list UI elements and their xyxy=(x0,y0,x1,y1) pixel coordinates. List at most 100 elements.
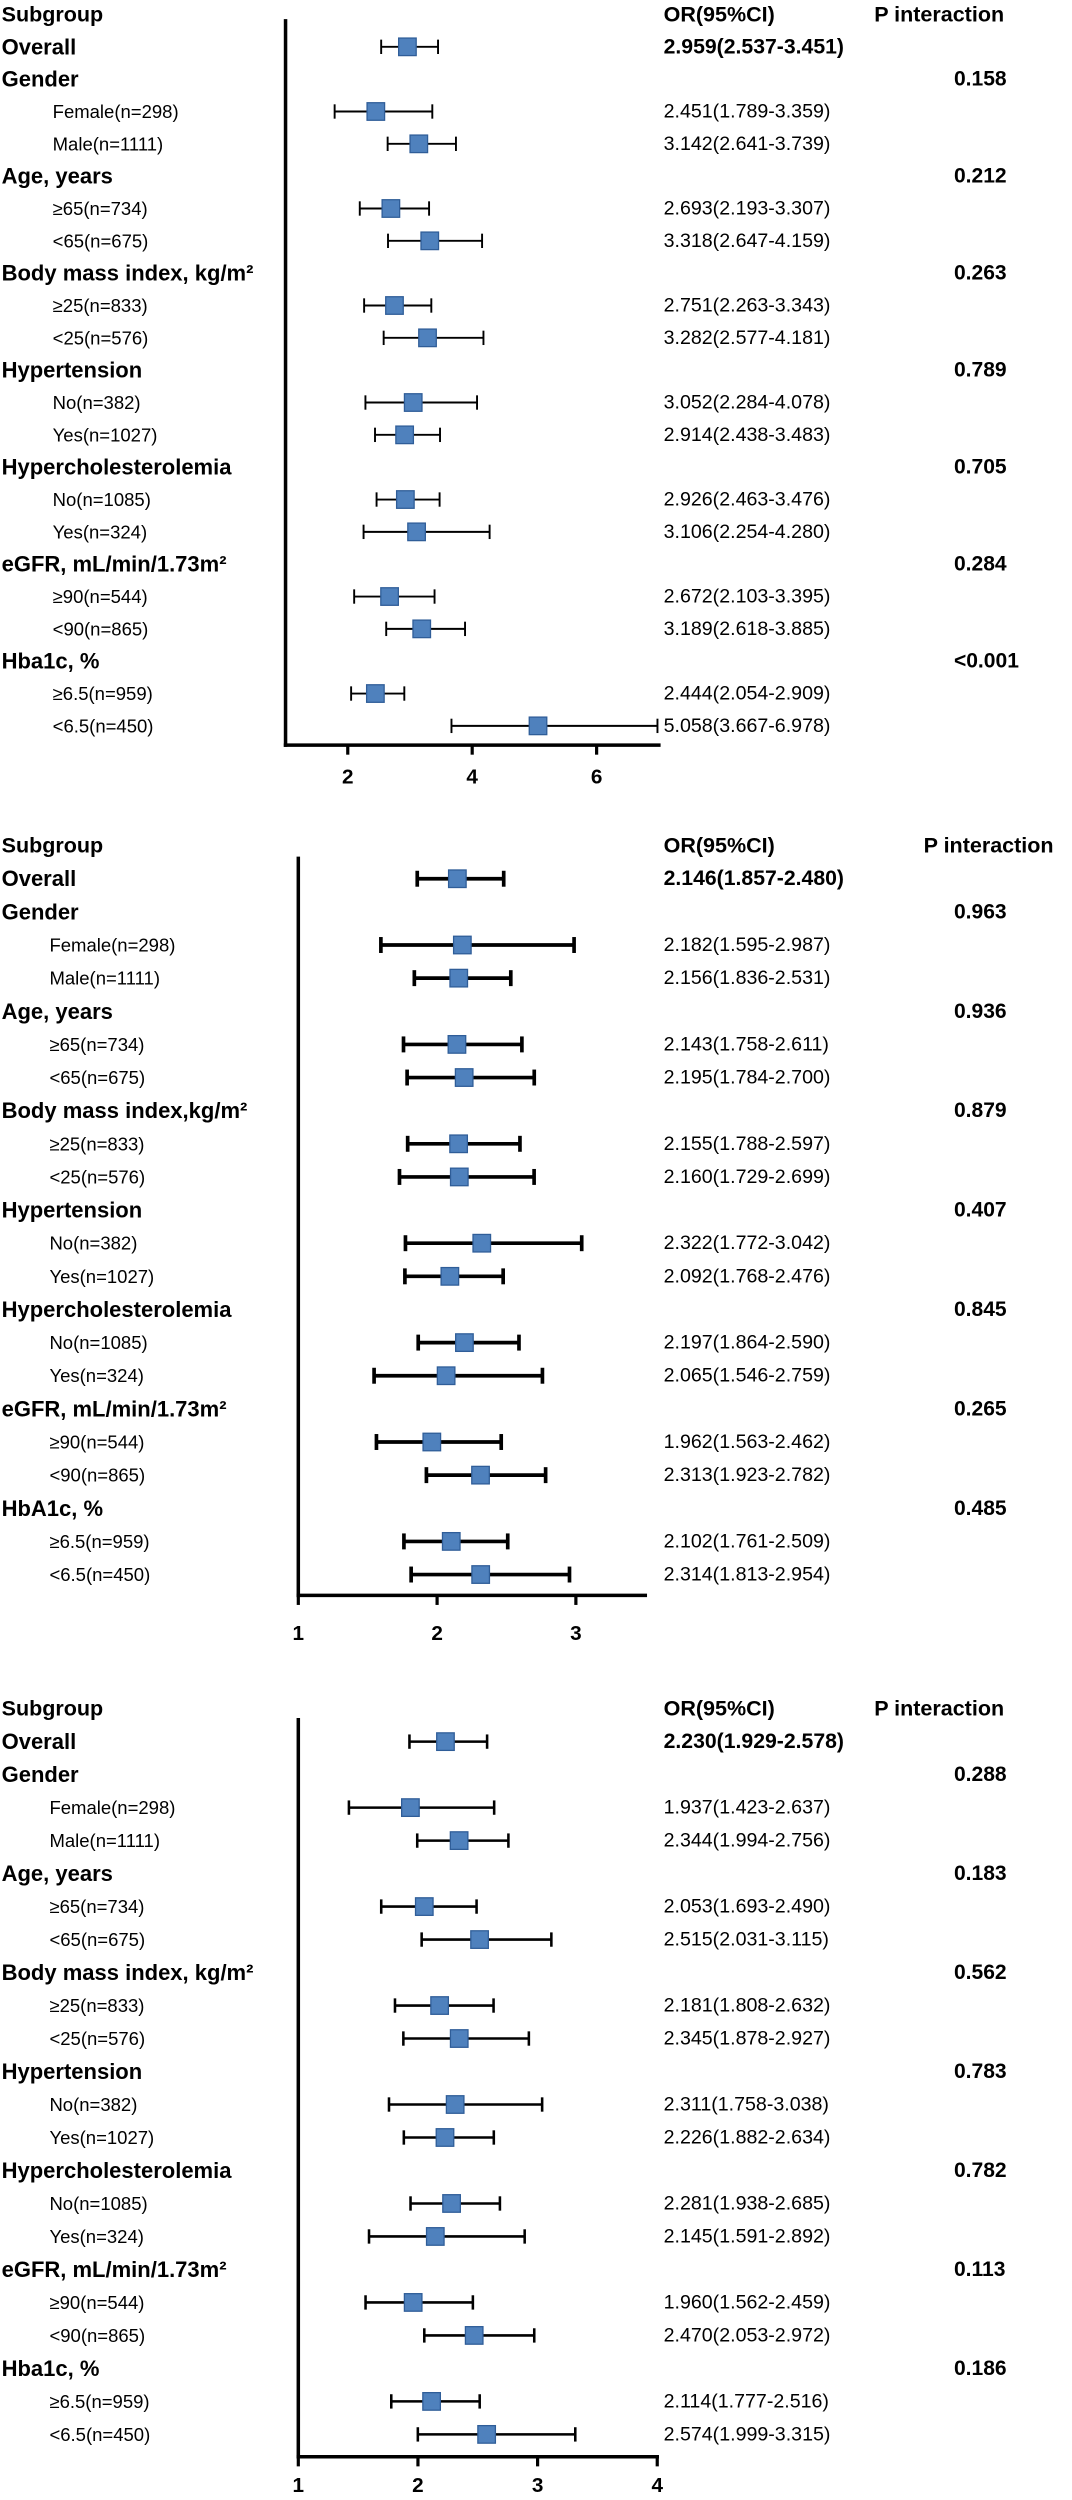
subgroup-label: ≥65(n=734) xyxy=(49,1896,144,1917)
subgroup-or-ci-text: 2.226(1.882-2.634) xyxy=(664,2126,831,2148)
subgroup-label: ≥25(n=833) xyxy=(49,1133,144,1154)
subgroup-row: <6.5(n=450) 2.314(1.813-2.954) xyxy=(49,1564,830,1586)
or-point-marker xyxy=(477,2424,497,2444)
subgroup-label: <6.5(n=450) xyxy=(49,2424,150,2445)
subgroup-row: ≥90(n=544) 1.960(1.562-2.459) xyxy=(49,2291,830,2313)
subgroup-or-ci-text: 2.322(1.772-3.042) xyxy=(664,1232,831,1254)
or-point-marker xyxy=(412,619,432,639)
subgroup-label: <90(n=865) xyxy=(53,618,149,639)
p-interaction-value: 0.789 xyxy=(954,359,1007,382)
subgroup-or-ci-text: 2.444(2.054-2.909) xyxy=(664,683,831,705)
group-label: Body mass index, kg/m² xyxy=(2,261,254,286)
subgroup-row: No(n=1085) 2.197(1.864-2.590) xyxy=(49,1332,830,1354)
subgroup-row: Male(n=1111) 2.156(1.836-2.531) xyxy=(49,967,830,989)
column-header-row: Subgroup OR(95%CI) P interaction xyxy=(2,1697,1005,1721)
p-interaction-value: 0.963 xyxy=(954,900,1007,923)
subgroup-row: <6.5(n=450) 2.574(1.999-3.315) xyxy=(49,2423,830,2445)
subgroup-or-ci-text: 2.311(1.758-3.038) xyxy=(664,2094,829,2116)
or-point-marker xyxy=(422,2391,442,2411)
subgroup-row: ≥25(n=833) 2.181(1.808-2.632) xyxy=(49,1995,830,2017)
group-header-row: Body mass index, kg/m² 0.562 xyxy=(2,1960,1007,1985)
forest-plot-panel-2: Subgroup OR(95%CI) P interaction 1 2 3 Overall… xyxy=(2,834,1054,1646)
subgroup-or-ci-text: 2.182(1.595-2.987) xyxy=(664,934,831,956)
subgroup-label: ≥25(n=833) xyxy=(53,295,148,316)
or-point-marker xyxy=(407,522,426,542)
group-header-row: Hypertension 0.407 xyxy=(2,1198,1007,1223)
subgroup-label: ≥65(n=734) xyxy=(53,198,148,219)
group-label: Hypercholesterolemia xyxy=(2,455,233,480)
or-point-marker xyxy=(381,199,401,218)
subgroup-label: ≥6.5(n=959) xyxy=(49,2391,149,2412)
overall-label: Overall xyxy=(2,1729,77,1754)
or-point-marker xyxy=(403,2293,423,2312)
group-header-row: eGFR, mL/min/1.73m² 0.284 xyxy=(2,552,1007,577)
x-tick-label: 2 xyxy=(342,766,354,789)
subgroup-label: Yes(n=324) xyxy=(49,1365,143,1386)
subgroup-label: No(n=1085) xyxy=(49,1332,147,1353)
subgroup-column-header: Subgroup xyxy=(2,1697,104,1721)
or-point-marker xyxy=(403,393,423,412)
subgroup-label: ≥25(n=833) xyxy=(49,1995,144,2016)
group-header-row: Hypercholesterolemia 0.782 xyxy=(2,2158,1007,2183)
group-header-row: Gender 0.288 xyxy=(2,1762,1007,1787)
x-tick-label: 3 xyxy=(532,2474,544,2497)
subgroup-column-header: Subgroup xyxy=(2,834,104,858)
subgroup-label: No(n=1085) xyxy=(53,489,151,510)
or-point-marker xyxy=(455,1333,474,1353)
or-point-marker xyxy=(449,1831,469,1851)
group-label: Gender xyxy=(2,1762,79,1787)
or-point-marker xyxy=(454,1068,474,1087)
subgroup-or-ci-text: 2.053(1.693-2.490) xyxy=(664,1896,831,1918)
or-point-marker xyxy=(401,1798,420,1818)
group-label: Body mass index,kg/m² xyxy=(2,1098,248,1123)
subgroup-or-ci-text: 3.318(2.647-4.159) xyxy=(664,230,831,252)
or-point-marker xyxy=(464,2326,484,2345)
subgroup-label: ≥6.5(n=959) xyxy=(53,683,153,704)
subgroup-or-ci-text: 1.960(1.562-2.459) xyxy=(664,2291,831,2313)
group-header-row: eGFR, mL/min/1.73m² 0.265 xyxy=(2,1396,1007,1421)
overall-label: Overall xyxy=(2,34,77,59)
p-interaction-column-header: P interaction xyxy=(874,2,1004,26)
or-point-marker xyxy=(449,968,469,988)
group-header-row: Hba1c, % 0.186 xyxy=(2,2356,1007,2381)
subgroup-or-ci-text: 2.470(2.053-2.972) xyxy=(664,2324,831,2346)
subgroup-or-ci-text: 2.314(1.813-2.954) xyxy=(664,1564,831,1586)
subgroup-row: Yes(n=1027) 2.092(1.768-2.476) xyxy=(49,1265,830,1287)
subgroup-or-ci-text: 2.751(2.263-3.343) xyxy=(664,295,831,317)
subgroup-or-ci-text: 2.515(2.031-3.115) xyxy=(664,1929,829,1951)
or-point-marker xyxy=(414,1897,434,1916)
p-interaction-value: 0.562 xyxy=(954,1961,1007,1984)
group-label: eGFR, mL/min/1.73m² xyxy=(2,1396,227,1421)
or-point-marker xyxy=(436,1732,455,1752)
subgroup-label: <25(n=576) xyxy=(53,327,149,348)
or-point-marker xyxy=(366,102,386,121)
or-ci-column-header: OR(95%CI) xyxy=(664,1697,775,1721)
subgroup-row: No(n=382) 2.311(1.758-3.038) xyxy=(49,2094,829,2116)
group-header-row: Body mass index, kg/m² 0.263 xyxy=(2,261,1007,286)
group-header-row: Age, years 0.936 xyxy=(2,999,1007,1024)
group-label: Body mass index, kg/m² xyxy=(2,1960,254,1985)
subgroup-label: ≥90(n=544) xyxy=(49,2292,144,2313)
subgroup-or-ci-text: 2.451(1.789-3.359) xyxy=(664,100,831,122)
or-point-marker xyxy=(470,1930,489,1949)
subgroup-row: ≥65(n=734) 2.143(1.758-2.611) xyxy=(49,1033,829,1055)
x-tick-label: 6 xyxy=(591,766,603,789)
subgroup-or-ci-text: 2.092(1.768-2.476) xyxy=(664,1265,831,1287)
subgroup-row: No(n=382) 2.322(1.772-3.042) xyxy=(49,1232,830,1254)
p-interaction-value: 0.879 xyxy=(954,1099,1007,1122)
group-header-row: Body mass index,kg/m² 0.879 xyxy=(2,1098,1007,1123)
x-axis: 1 2 3 4 xyxy=(293,1718,663,2497)
or-point-marker xyxy=(445,2095,465,2114)
subgroup-label: Yes(n=1027) xyxy=(49,1266,154,1287)
subgroup-or-ci-text: 2.195(1.784-2.700) xyxy=(664,1067,831,1089)
p-interaction-value: 0.288 xyxy=(954,1763,1007,1786)
subgroup-label: Yes(n=324) xyxy=(53,521,147,542)
or-point-marker xyxy=(430,1996,450,2015)
subgroup-label: <90(n=865) xyxy=(49,2325,145,2346)
group-header-row: Age, years 0.212 xyxy=(2,164,1007,189)
x-axis: 2 4 6 xyxy=(283,19,661,789)
or-point-marker xyxy=(435,2128,455,2147)
subgroup-label: <65(n=675) xyxy=(49,1929,145,1950)
subgroup-row: Female(n=298) 1.937(1.423-2.637) xyxy=(49,1797,830,1819)
p-interaction-value: 0.183 xyxy=(954,1862,1007,1885)
